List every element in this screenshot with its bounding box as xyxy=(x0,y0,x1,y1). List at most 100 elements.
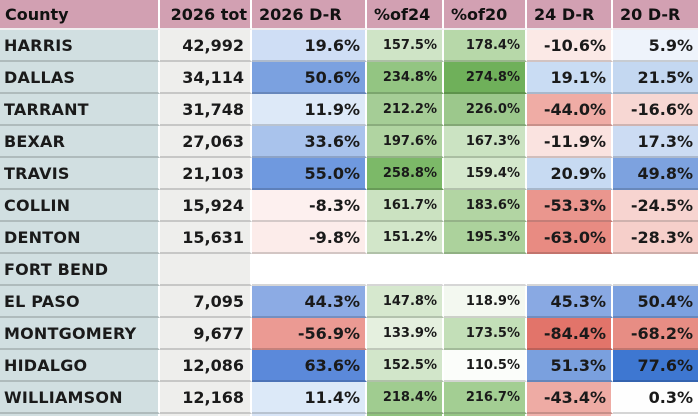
value-cell[interactable]: 51.3% xyxy=(527,350,613,382)
column-header--of24[interactable]: %of24 xyxy=(367,0,444,30)
value-cell[interactable]: 17.3% xyxy=(613,126,698,158)
column-header-county[interactable]: County xyxy=(0,0,160,30)
value-cell[interactable] xyxy=(444,254,527,286)
table-row: WILLIAMSON 12,168 11.4% 218.4% 216.7% -43.4% 0… xyxy=(0,382,698,414)
total-cell[interactable]: 31,748 xyxy=(160,94,252,126)
value-cell[interactable]: 147.8% xyxy=(367,286,444,318)
value-cell[interactable]: 197.6% xyxy=(367,126,444,158)
value-cell[interactable]: 226.0% xyxy=(444,94,527,126)
county-cell[interactable]: FORT BEND xyxy=(0,254,160,286)
value-cell[interactable]: 152.5% xyxy=(367,350,444,382)
value-cell[interactable]: -9.8% xyxy=(252,222,367,254)
value-cell[interactable]: 118.9% xyxy=(444,286,527,318)
table-header: County 2026 tot 2026 D-R %of24 %of20 24 D-R 20… xyxy=(0,0,698,30)
clipped-row-cell xyxy=(613,414,698,416)
clipped-row xyxy=(0,414,698,416)
total-cell[interactable]: 12,168 xyxy=(160,382,252,414)
table-row: TRAVIS 21,103 55.0% 258.8% 159.4% 20.9% 49.8% xyxy=(0,158,698,190)
value-cell[interactable]: 5.9% xyxy=(613,30,698,62)
value-cell[interactable]: 49.8% xyxy=(613,158,698,190)
value-cell[interactable]: -53.3% xyxy=(527,190,613,222)
value-cell[interactable]: 55.0% xyxy=(252,158,367,190)
total-cell[interactable]: 27,063 xyxy=(160,126,252,158)
value-cell[interactable]: 44.3% xyxy=(252,286,367,318)
column-header-2026-tot[interactable]: 2026 tot xyxy=(160,0,252,30)
county-cell[interactable]: HARRIS xyxy=(0,30,160,62)
county-cell[interactable]: DALLAS xyxy=(0,62,160,94)
column-header-2026-d-r[interactable]: 2026 D-R xyxy=(252,0,367,30)
value-cell[interactable]: -16.6% xyxy=(613,94,698,126)
total-cell[interactable] xyxy=(160,254,252,286)
value-cell[interactable]: 274.8% xyxy=(444,62,527,94)
total-cell[interactable]: 42,992 xyxy=(160,30,252,62)
table-row: FORT BEND xyxy=(0,254,698,286)
value-cell[interactable]: 63.6% xyxy=(252,350,367,382)
county-cell[interactable]: DENTON xyxy=(0,222,160,254)
value-cell[interactable]: 19.1% xyxy=(527,62,613,94)
value-cell[interactable]: -43.4% xyxy=(527,382,613,414)
value-cell[interactable]: 19.6% xyxy=(252,30,367,62)
value-cell[interactable]: -84.4% xyxy=(527,318,613,350)
value-cell[interactable]: 159.4% xyxy=(444,158,527,190)
value-cell[interactable]: 50.6% xyxy=(252,62,367,94)
value-cell[interactable]: 33.6% xyxy=(252,126,367,158)
county-cell[interactable]: COLLIN xyxy=(0,190,160,222)
value-cell[interactable]: 216.7% xyxy=(444,382,527,414)
total-cell[interactable]: 9,677 xyxy=(160,318,252,350)
value-cell[interactable]: 110.5% xyxy=(444,350,527,382)
value-cell[interactable]: 157.5% xyxy=(367,30,444,62)
value-cell[interactable]: -44.0% xyxy=(527,94,613,126)
value-cell[interactable]: 11.9% xyxy=(252,94,367,126)
value-cell[interactable]: 234.8% xyxy=(367,62,444,94)
total-cell[interactable]: 12,086 xyxy=(160,350,252,382)
county-cell[interactable]: MONTGOMERY xyxy=(0,318,160,350)
value-cell[interactable]: 45.3% xyxy=(527,286,613,318)
value-cell[interactable]: 77.6% xyxy=(613,350,698,382)
total-cell[interactable]: 7,095 xyxy=(160,286,252,318)
value-cell[interactable]: -24.5% xyxy=(613,190,698,222)
total-cell[interactable]: 34,114 xyxy=(160,62,252,94)
table-row: MONTGOMERY 9,677 -56.9% 133.9% 173.5% -84.4% -… xyxy=(0,318,698,350)
value-cell[interactable]: 167.3% xyxy=(444,126,527,158)
value-cell[interactable]: -63.0% xyxy=(527,222,613,254)
county-cell[interactable]: WILLIAMSON xyxy=(0,382,160,414)
value-cell[interactable] xyxy=(613,254,698,286)
county-cell[interactable]: EL PASO xyxy=(0,286,160,318)
value-cell[interactable]: 212.2% xyxy=(367,94,444,126)
value-cell[interactable]: 50.4% xyxy=(613,286,698,318)
county-cell[interactable]: HIDALGO xyxy=(0,350,160,382)
value-cell[interactable]: -8.3% xyxy=(252,190,367,222)
county-cell[interactable]: TARRANT xyxy=(0,94,160,126)
value-cell[interactable]: 151.2% xyxy=(367,222,444,254)
value-cell[interactable]: 178.4% xyxy=(444,30,527,62)
value-cell[interactable]: 173.5% xyxy=(444,318,527,350)
value-cell[interactable]: 258.8% xyxy=(367,158,444,190)
value-cell[interactable]: 218.4% xyxy=(367,382,444,414)
value-cell[interactable] xyxy=(367,254,444,286)
value-cell[interactable]: 183.6% xyxy=(444,190,527,222)
value-cell[interactable]: -56.9% xyxy=(252,318,367,350)
value-cell[interactable] xyxy=(252,254,367,286)
column-header-24-d-r[interactable]: 24 D-R xyxy=(527,0,613,30)
value-cell[interactable]: 161.7% xyxy=(367,190,444,222)
total-cell[interactable]: 15,631 xyxy=(160,222,252,254)
county-cell[interactable]: BEXAR xyxy=(0,126,160,158)
value-cell[interactable]: -11.9% xyxy=(527,126,613,158)
value-cell[interactable]: 21.5% xyxy=(613,62,698,94)
value-cell[interactable]: 195.3% xyxy=(444,222,527,254)
value-cell[interactable]: 133.9% xyxy=(367,318,444,350)
value-cell[interactable]: -68.2% xyxy=(613,318,698,350)
value-cell[interactable]: 0.3% xyxy=(613,382,698,414)
column-header--of20[interactable]: %of20 xyxy=(444,0,527,30)
column-header-20-d-r[interactable]: 20 D-R xyxy=(613,0,698,30)
value-cell[interactable] xyxy=(527,254,613,286)
value-cell[interactable]: -10.6% xyxy=(527,30,613,62)
total-cell[interactable]: 21,103 xyxy=(160,158,252,190)
county-cell[interactable]: TRAVIS xyxy=(0,158,160,190)
value-cell[interactable]: 11.4% xyxy=(252,382,367,414)
total-cell[interactable]: 15,924 xyxy=(160,190,252,222)
value-cell[interactable]: -28.3% xyxy=(613,222,698,254)
value-cell[interactable]: 20.9% xyxy=(527,158,613,190)
